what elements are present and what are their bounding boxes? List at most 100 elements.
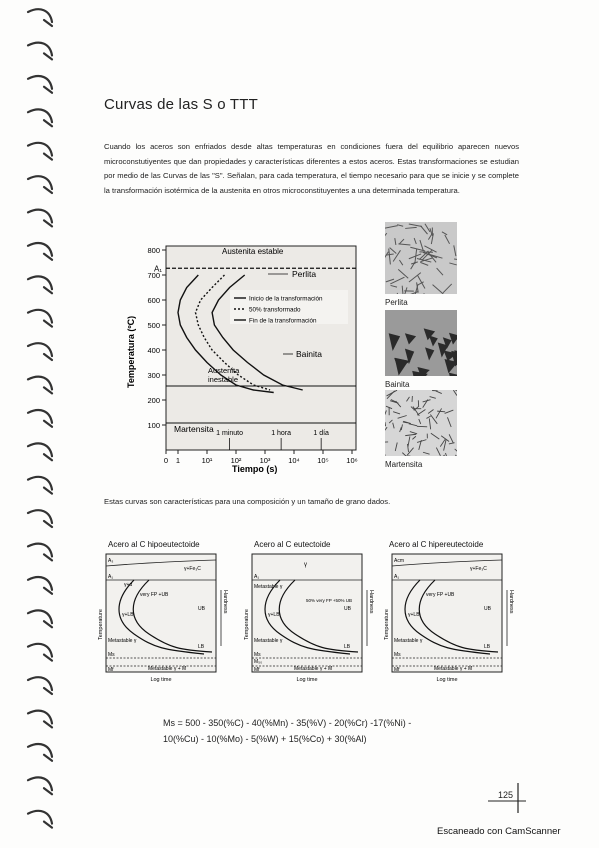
spiral-ring	[26, 242, 54, 261]
spiral-ring	[26, 576, 54, 595]
small-chart-hipoeutectoide: A₁ A₃ γ+Fe₃C very FP +UB γ+α Ms Mf Metastable γ…	[98, 553, 228, 683]
spiral-ring	[26, 208, 54, 228]
x-tick-label: 10²	[231, 456, 242, 465]
spiral-ring	[26, 709, 54, 729]
spiral-ring	[26, 542, 54, 562]
spiral-ring	[26, 776, 54, 796]
mf-label: Mf	[254, 667, 260, 673]
region-austenite-stable: Austenita estable	[222, 247, 284, 256]
spiral-binding	[26, 8, 54, 829]
small-y-label: Temperature	[384, 609, 390, 640]
small-x-label: Log time	[296, 677, 317, 683]
region-austenite-unstable: Austenita inestable	[208, 366, 240, 384]
start-curve	[264, 579, 351, 655]
ms-formula-line2: 10(%Cu) - 10(%Mo) - 5(%W) + 15(%Co) + 30…	[163, 734, 367, 744]
intro-paragraph: Cuando los aceros son enfriados desde al…	[104, 142, 519, 195]
y-tick-label: 200	[147, 396, 160, 405]
y-tick-label: 100	[147, 421, 160, 430]
small-x-label: Log time	[436, 677, 457, 683]
micrograph-martensita	[385, 390, 457, 456]
spiral-ring	[26, 41, 54, 61]
end-curve	[278, 579, 359, 653]
legend-box	[230, 290, 348, 324]
metastable-gamma-label: Metastable γ	[108, 638, 137, 644]
x-tick-label: 1	[176, 456, 180, 465]
y-tick-label: 700	[147, 271, 160, 280]
spiral-ring	[26, 175, 54, 195]
micrograph-label-perlita: Perlita	[385, 298, 408, 307]
small-chart-title-3: Acero al C hipereutectoide	[389, 540, 484, 549]
mf-label: Mf	[108, 667, 114, 673]
mf-label: Mf	[394, 667, 400, 673]
small-chart-hipereutectoide: A₁ Acm γ+Fe₃C very FP +UB Ms Mf Metastable γ Me…	[384, 553, 514, 683]
small-plot-frame	[391, 553, 503, 673]
end-curve	[132, 579, 213, 653]
time-marker-label: 1 día	[313, 430, 329, 437]
hardness-label: Hardness	[222, 590, 228, 614]
y-tick-label: 500	[147, 321, 160, 330]
spiral-ring	[26, 509, 54, 529]
lb-label: LB	[484, 644, 491, 650]
compositions-note: Estas curvas son características para un…	[104, 497, 391, 506]
y-tick-label: 600	[147, 296, 160, 305]
hardness-label: Hardness	[368, 590, 374, 614]
gamma-lb-label: γ+LB	[122, 612, 134, 618]
ub-label: UB	[198, 606, 206, 612]
spiral-ring	[26, 442, 54, 462]
small-x-label: Log time	[150, 677, 171, 683]
fp50-label: 50% very FP +50% UB	[306, 598, 352, 603]
small-plot-frame	[105, 553, 217, 673]
series-line-2	[194, 274, 271, 391]
scanner-watermark: Escaneado con CamScanner	[437, 826, 561, 837]
a3-line	[105, 559, 217, 567]
lb-label: LB	[198, 644, 205, 650]
metastable-gamma-label: Metastable γ	[254, 638, 283, 644]
ub-label: UB	[484, 606, 492, 612]
metastable-gamma-label: Metastable γ	[394, 638, 423, 644]
page-number: 125	[498, 790, 514, 800]
y-axis-label: Temperatura (ºC)	[126, 316, 136, 388]
start-curve	[404, 579, 491, 655]
very-fp-ub-label: very FP +UB	[426, 592, 455, 598]
ms-label: Ms	[254, 652, 261, 658]
legend-entry: Fin de la transformación	[249, 318, 317, 325]
hardness-label: Hardness	[508, 590, 514, 614]
small-chart-title-2: Acero al C eutectoide	[254, 540, 331, 549]
acm-label: Acm	[394, 558, 404, 564]
metastable-m-label: Metastable γ + M	[148, 666, 186, 672]
small-plot-frame	[251, 553, 363, 673]
page-number-bracket	[488, 783, 526, 813]
metastable-m-label: Metastable γ + M	[434, 666, 472, 672]
m50-label: M₅₀	[254, 659, 262, 665]
gamma-alpha-label: γ+α	[124, 582, 132, 588]
micrograph-bainita	[385, 310, 457, 376]
ms-label: Ms	[394, 652, 401, 658]
micrograph-label-bainita: Bainita	[385, 380, 410, 389]
small-chart-title-1: Acero al C hipoeutectoide	[108, 540, 200, 549]
page-title: Curvas de las S o TTT	[104, 96, 258, 113]
spiral-ring	[26, 809, 54, 829]
spiral-ring	[26, 475, 54, 495]
a1-label: A₁	[108, 574, 113, 580]
ub-label: UB	[344, 606, 352, 612]
gamma-label: γ	[304, 562, 307, 568]
y-tick-label: 800	[147, 246, 160, 255]
gamma-fe3c-label: γ+Fe₃C	[184, 566, 201, 572]
spiral-ring	[26, 375, 54, 395]
small-y-label: Temperature	[244, 609, 250, 640]
region-bainite: Bainita	[296, 349, 322, 359]
gamma-fe3c-label: γ+Fe₃C	[470, 566, 487, 572]
time-marker-label: 1 hora	[271, 430, 291, 437]
a1-label: A₁	[394, 574, 399, 580]
x-tick-label: 10⁵	[317, 456, 328, 465]
ms-formula-line1: Ms = 500 - 350(%C) - 40(%Mn) - 35(%V) - …	[163, 718, 412, 728]
start-curve	[118, 579, 205, 655]
legend-entry: Inicio de la transformación	[249, 296, 323, 303]
small-y-label: Temperature	[98, 609, 104, 640]
ms-label: Ms	[108, 652, 115, 658]
x-tick-label: 10³	[260, 456, 271, 465]
chart-plot-background	[165, 245, 357, 451]
y-tick-label: 300	[147, 371, 160, 380]
spiral-ring	[26, 743, 54, 762]
acm-line	[391, 559, 503, 567]
